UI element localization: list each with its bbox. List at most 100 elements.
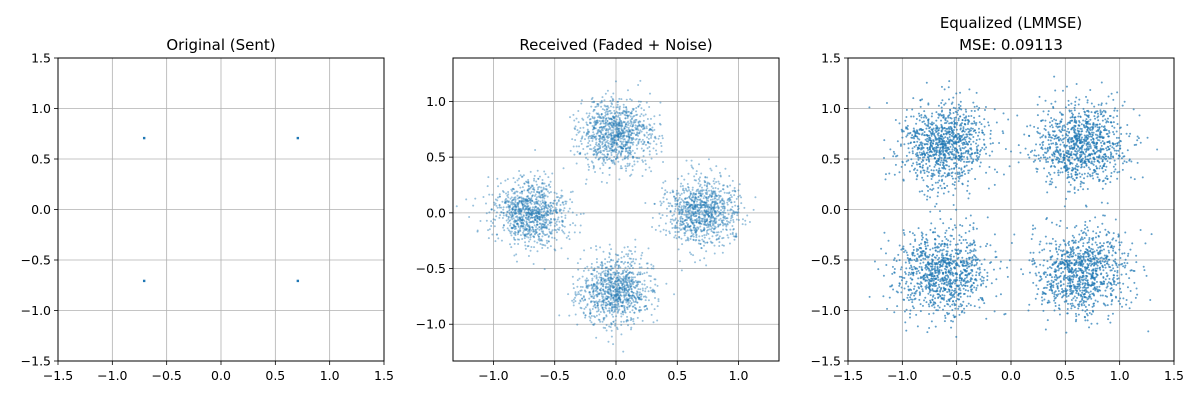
data-point bbox=[1002, 173, 1005, 176]
data-point bbox=[601, 296, 604, 299]
data-point bbox=[528, 207, 531, 210]
data-point bbox=[597, 158, 600, 161]
data-point bbox=[521, 224, 524, 227]
data-point bbox=[611, 284, 614, 287]
data-point bbox=[713, 177, 716, 180]
data-point bbox=[647, 133, 650, 136]
data-point bbox=[620, 127, 623, 130]
data-point bbox=[630, 122, 633, 125]
data-point bbox=[612, 122, 615, 125]
data-point bbox=[629, 153, 632, 156]
data-point bbox=[541, 235, 544, 238]
data-point bbox=[995, 121, 998, 124]
data-point bbox=[987, 121, 990, 124]
data-point bbox=[621, 129, 624, 132]
data-point bbox=[513, 242, 516, 245]
data-point bbox=[635, 156, 638, 159]
data-point bbox=[612, 134, 615, 137]
data-point bbox=[622, 304, 625, 307]
data-point bbox=[688, 197, 691, 200]
data-point bbox=[560, 212, 563, 215]
data-point bbox=[627, 140, 630, 143]
data-point bbox=[690, 159, 693, 162]
data-point bbox=[973, 129, 976, 132]
data-point bbox=[609, 265, 612, 268]
data-point bbox=[646, 117, 649, 120]
data-point bbox=[502, 214, 505, 217]
data-point bbox=[579, 258, 582, 261]
data-point bbox=[611, 161, 614, 164]
data-point bbox=[588, 148, 591, 151]
data-point bbox=[621, 272, 624, 275]
data-point bbox=[615, 151, 618, 154]
data-point bbox=[728, 197, 731, 200]
data-point bbox=[580, 289, 583, 292]
data-point bbox=[612, 286, 615, 289]
data-point bbox=[585, 112, 588, 115]
data-point bbox=[608, 117, 611, 120]
data-point bbox=[927, 122, 930, 125]
data-point bbox=[983, 143, 986, 146]
data-point bbox=[637, 84, 640, 87]
data-point bbox=[589, 121, 592, 124]
data-point bbox=[612, 119, 615, 122]
data-point bbox=[915, 122, 918, 125]
data-point bbox=[609, 109, 612, 112]
data-point bbox=[587, 168, 590, 171]
data-point bbox=[616, 326, 619, 329]
data-point bbox=[959, 91, 962, 94]
data-point bbox=[512, 187, 515, 190]
data-point bbox=[618, 122, 621, 125]
data-point bbox=[530, 233, 533, 236]
data-point bbox=[587, 137, 590, 140]
data-point bbox=[649, 92, 652, 95]
data-point bbox=[968, 192, 971, 195]
data-point bbox=[953, 167, 956, 170]
data-point bbox=[613, 141, 616, 144]
data-point bbox=[601, 127, 604, 130]
data-point bbox=[697, 190, 700, 193]
data-point bbox=[631, 142, 634, 145]
data-point bbox=[507, 221, 510, 224]
data-point bbox=[631, 129, 634, 132]
data-point bbox=[649, 280, 652, 283]
data-point bbox=[629, 112, 632, 115]
data-point bbox=[616, 124, 619, 127]
data-point bbox=[525, 180, 528, 183]
data-point bbox=[579, 293, 582, 296]
data-point bbox=[961, 134, 964, 137]
data-point bbox=[695, 172, 698, 175]
data-point bbox=[603, 158, 606, 161]
data-point bbox=[593, 121, 596, 124]
data-points bbox=[142, 136, 300, 283]
data-point bbox=[539, 242, 542, 245]
data-point bbox=[587, 279, 590, 282]
data-point bbox=[927, 171, 930, 174]
data-point bbox=[600, 291, 603, 294]
data-point bbox=[629, 129, 632, 132]
data-point bbox=[605, 117, 608, 120]
data-point bbox=[729, 208, 732, 211]
data-point bbox=[539, 200, 542, 203]
data-point bbox=[679, 185, 682, 188]
data-point bbox=[536, 227, 539, 230]
data-point bbox=[576, 262, 579, 265]
data-point bbox=[526, 227, 529, 230]
data-point bbox=[602, 134, 605, 137]
data-point bbox=[612, 343, 615, 346]
data-point bbox=[612, 315, 615, 318]
data-point bbox=[592, 165, 595, 168]
data-point bbox=[677, 248, 680, 251]
data-point bbox=[542, 226, 545, 229]
data-point bbox=[975, 145, 978, 148]
data-point bbox=[620, 147, 623, 150]
data-point bbox=[578, 145, 581, 148]
data-point bbox=[510, 211, 513, 214]
data-point bbox=[697, 198, 700, 201]
data-point bbox=[952, 96, 955, 99]
data-point bbox=[561, 201, 564, 204]
data-point bbox=[915, 117, 918, 120]
data-point bbox=[603, 125, 606, 128]
data-point bbox=[623, 157, 626, 160]
data-point bbox=[561, 194, 564, 197]
